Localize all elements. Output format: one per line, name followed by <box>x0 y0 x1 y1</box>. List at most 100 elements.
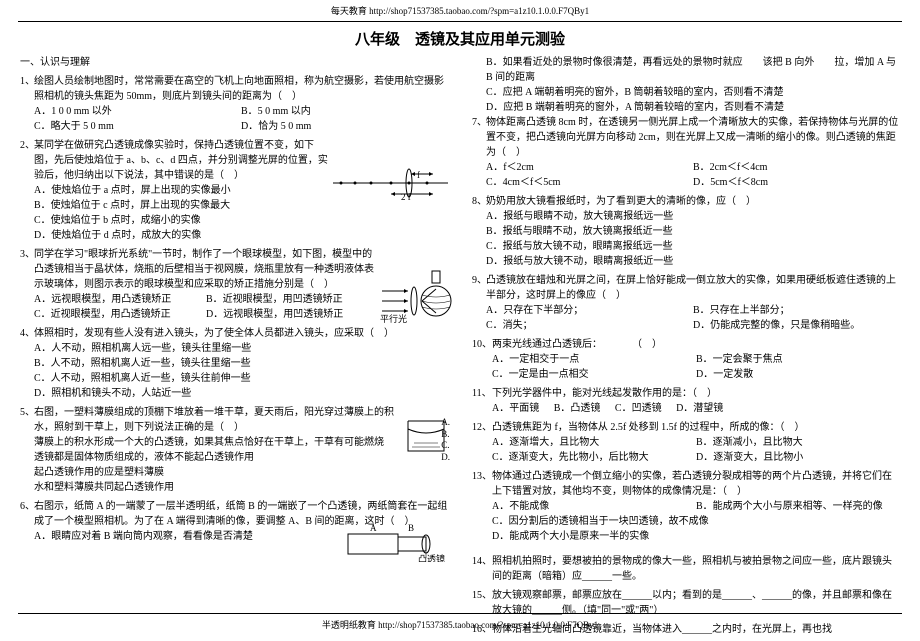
opt: D．一定发散 <box>696 367 900 382</box>
camera-model-figure: A B 凸透镜 <box>342 522 448 562</box>
q-stem: 物体通过凸透镜成一个倒立缩小的实像，若凸透镜分裂成相等的两个片凸透镜，并将它们在… <box>472 469 900 499</box>
opt: B．近视眼模型，用凹透镜矫正 <box>206 292 378 307</box>
right-column: B．如果看近处的景物时像很清楚，再看远处的景物时就应 该把 B 向外 拉，增加 … <box>472 55 900 641</box>
opt: A．人不动，照相机离人远一些，镜头往里缩一些 <box>34 341 448 356</box>
opt: D．报纸与放大镜不动，眼睛离报纸近一些 <box>486 254 900 269</box>
q-num: 13、 <box>472 469 492 484</box>
question-2: 2、 某同学在做研究凸透镜成像实验时，保持凸透镜位置不变，如下图，先后使烛焰位于… <box>20 138 448 243</box>
opt: A．眼睛应对着 B 端向筒内观察，看看像是否清楚 <box>34 529 338 544</box>
opt: A．1 0 0 mm 以外 <box>34 104 241 119</box>
q-stem: 奶奶用放大镜看报纸时，为了看到更大的清晰的像，应（ ） <box>472 194 900 209</box>
opt: B．5 0 mm 以内 <box>241 104 448 119</box>
section-heading: 一、认识与理解 <box>20 55 448 70</box>
opt: D．潜望镜 <box>676 403 723 414</box>
opt: A．远视眼模型，用凸透镜矫正 <box>34 292 206 307</box>
water-lens-figure: A. B. C. D. <box>406 417 448 453</box>
q-stem: 下列光学器件中，能对光线起发散作用的是：（ ） <box>472 386 900 401</box>
opt: D．仍能成完整的像，只是像稍暗些。 <box>693 318 900 333</box>
opt: D．能成两个大小是原来一半的实像 <box>492 529 900 544</box>
opt: C．消失； <box>486 318 693 333</box>
opt: B．2cm＜f＜4cm <box>693 160 900 175</box>
opt: B．人不动，照相机离人近一些，镜头往里缩一些 <box>34 356 448 371</box>
q-stem: 照相机拍照时，要想被拍的景物成的像大一些，照相机与被拍景物之间应一些，底片跟镜头… <box>472 554 900 584</box>
top-rule <box>18 21 902 22</box>
q-num: 10、 <box>472 337 492 352</box>
fig-label-a: A <box>370 523 377 533</box>
question-14: 14、 照相机拍照时，要想被拍的景物成的像大一些，照相机与被拍景物之间应一些，底… <box>472 554 900 584</box>
opt-label: A. <box>441 417 450 429</box>
opt-label: D. <box>441 452 450 464</box>
opt: A．使烛焰位于 a 点时，屏上出现的实像最小 <box>34 183 328 198</box>
fig-label: 平行光 <box>380 313 407 327</box>
header-url: 每天教育 http://shop71537385.taobao.com/?spm… <box>0 0 920 21</box>
question-11: 11、 下列光学器件中，能对光线起发散作用的是：（ ） A．平面镜 B．凸透镜 … <box>472 386 900 416</box>
q-stem: 体照相时，发现有些人没有进入镜头，为了使全体人员都进入镜头，应采取（ ） <box>20 326 448 341</box>
q-num: 15、 <box>472 588 492 603</box>
left-column: 一、认识与理解 1、 绘图人员绘制地图时，常常需要在高空的飞机上向地面照相，称为… <box>20 55 448 641</box>
opt: A．逐渐增大，且比物大 <box>492 435 696 450</box>
opt-label: C. <box>441 440 450 452</box>
opt: D．远视眼模型，用凹透镜矫正 <box>206 307 378 322</box>
question-4: 4、 体照相时，发现有些人没有进入镜头，为了使全体人员都进入镜头，应采取（ ） … <box>20 326 448 401</box>
opt: C．因分割后的透镜相当于一块凹透镜，故不成像 <box>492 514 900 529</box>
question-13: 13、 物体通过凸透镜成一个倒立缩小的实像，若凸透镜分裂成相等的两个片凸透镜，并… <box>472 469 900 544</box>
opt: D．使烛焰位于 d 点时，成放大的实像 <box>34 228 328 243</box>
question-1: 1、 绘图人员绘制地图时，常常需要在高空的飞机上向地面照相，称为航空摄影，若使用… <box>20 74 448 134</box>
q-stem: 右图，一塑料薄膜组成的顶棚下堆放着一堆干草，夏天雨后，阳光穿过薄膜上的积水，照射… <box>20 405 448 435</box>
opt: B．凸透镜 <box>554 403 601 414</box>
q-stem: 物体距离凸透镜 8cm 时，在透镜另一侧光屏上成一个清晰放大的实像，若保持物体与… <box>472 115 900 160</box>
q-num: 5、 <box>20 405 35 420</box>
q-num: 7、 <box>472 115 487 130</box>
q-stem: 绘图人员绘制地图时，常常需要在高空的飞机上向地面照相，称为航空摄影，若使用航空摄… <box>20 74 448 104</box>
question-3: 3、 同学在学习"眼球折光系统"一节时，制作了一个眼球模型，如下图，模型中的凸透… <box>20 247 448 322</box>
question-6: 6、 右图示，纸筒 A 的一端蒙了一层半透明纸，纸筒 B 的一端嵌了一个凸透镜，… <box>20 499 448 544</box>
question-5: 5、 右图，一塑料薄膜组成的顶棚下堆放着一堆干草，夏天雨后，阳光穿过薄膜上的积水… <box>20 405 448 495</box>
opt: C．凹透镜 <box>615 403 662 414</box>
question-10: 10、 两束光线通过凸透镜后： （ ） A．一定相交于一点B．一定会聚于焦点 C… <box>472 337 900 382</box>
opt: B．逐渐减小，且比物大 <box>696 435 900 450</box>
opt: C．报纸与放大镜不动，眼睛离报纸远一些 <box>486 239 900 254</box>
opt: C．4cm＜f＜5cm <box>486 175 693 190</box>
q-num: 1、 <box>20 74 35 89</box>
eye-model-figure: 平行光 <box>382 261 454 327</box>
footer-url: 半透明纸教育 http://shop71537385.taobao.com/?s… <box>0 614 920 635</box>
q-stem: 两束光线通过凸透镜后： （ ） <box>472 337 900 352</box>
q-num: 6、 <box>20 499 35 514</box>
q-num: 12、 <box>472 420 492 435</box>
content-columns: 一、认识与理解 1、 绘图人员绘制地图时，常常需要在高空的飞机上向地面照相，称为… <box>0 55 920 641</box>
opt: D．5cm＜f＜8cm <box>693 175 900 190</box>
opt: B．使烛焰位于 c 点时，屏上出现的实像最大 <box>34 198 328 213</box>
opt: B．报纸与眼睛不动，放大镜离报纸近一些 <box>486 224 900 239</box>
opt: A．不能成像 <box>492 499 696 514</box>
opt: 起凸透镜作用的应是塑料薄膜 <box>34 465 402 480</box>
opt: A．只存在下半部分； <box>486 303 693 318</box>
opt: C．近视眼模型，用凸透镜矫正 <box>34 307 206 322</box>
opt: D．恰为 5 0 mm <box>241 119 448 134</box>
opt: C．一定是由一点相交 <box>492 367 696 382</box>
opt: B．能成两个大小与原来相等、一样亮的像 <box>696 499 900 514</box>
optical-bench-figure: f 2 f <box>333 156 448 210</box>
opt: A．报纸与眼睛不动，放大镜离报纸远一些 <box>486 209 900 224</box>
opt: C．略大于 5 0 mm <box>34 119 241 134</box>
opt: D．应把 B 端朝着明亮的窗外，A 筒朝着较暗的室内，否则看不清楚 <box>486 100 900 115</box>
label-f: f <box>417 170 420 180</box>
opt: A．一定相交于一点 <box>492 352 696 367</box>
q-num: 2、 <box>20 138 35 153</box>
q-num: 14、 <box>472 554 492 569</box>
opt: C．逐渐变大，先比物小，后比物大 <box>492 450 696 465</box>
question-9: 9、 凸透镜放在蜡烛和光屏之间，在屏上恰好能成一倒立放大的实像，如果用硬纸板遮住… <box>472 273 900 333</box>
opt: B．只存在上半部分； <box>693 303 900 318</box>
opt: C．人不动，照相机离人近一些，镜头往前伸一些 <box>34 371 448 386</box>
question-8: 8、 奶奶用放大镜看报纸时，为了看到更大的清晰的像，应（ ） A．报纸与眼睛不动… <box>472 194 900 269</box>
q-num: 3、 <box>20 247 35 262</box>
page-title: 八年级 透镜及其应用单元测验 <box>0 24 920 55</box>
opt: A．f＜2cm <box>486 160 693 175</box>
opt: D．照相机和镜头不动，人站近一些 <box>34 386 448 401</box>
q-num: 9、 <box>472 273 487 288</box>
opt: C．使烛焰位于 b 点时，成缩小的实像 <box>34 213 328 228</box>
q-stem: 凸透镜焦距为 f，当物体从 2.5f 处移到 1.5f 的过程中，所成的像：（ … <box>472 420 900 435</box>
opt: B．一定会聚于焦点 <box>696 352 900 367</box>
opt: D．逐渐变大，且比物小 <box>696 450 900 465</box>
opt: 水和塑料薄膜共同起凸透镜作用 <box>34 480 402 495</box>
question-7: 7、 物体距离凸透镜 8cm 时，在透镜另一侧光屏上成一个清晰放大的实像，若保持… <box>472 115 900 190</box>
